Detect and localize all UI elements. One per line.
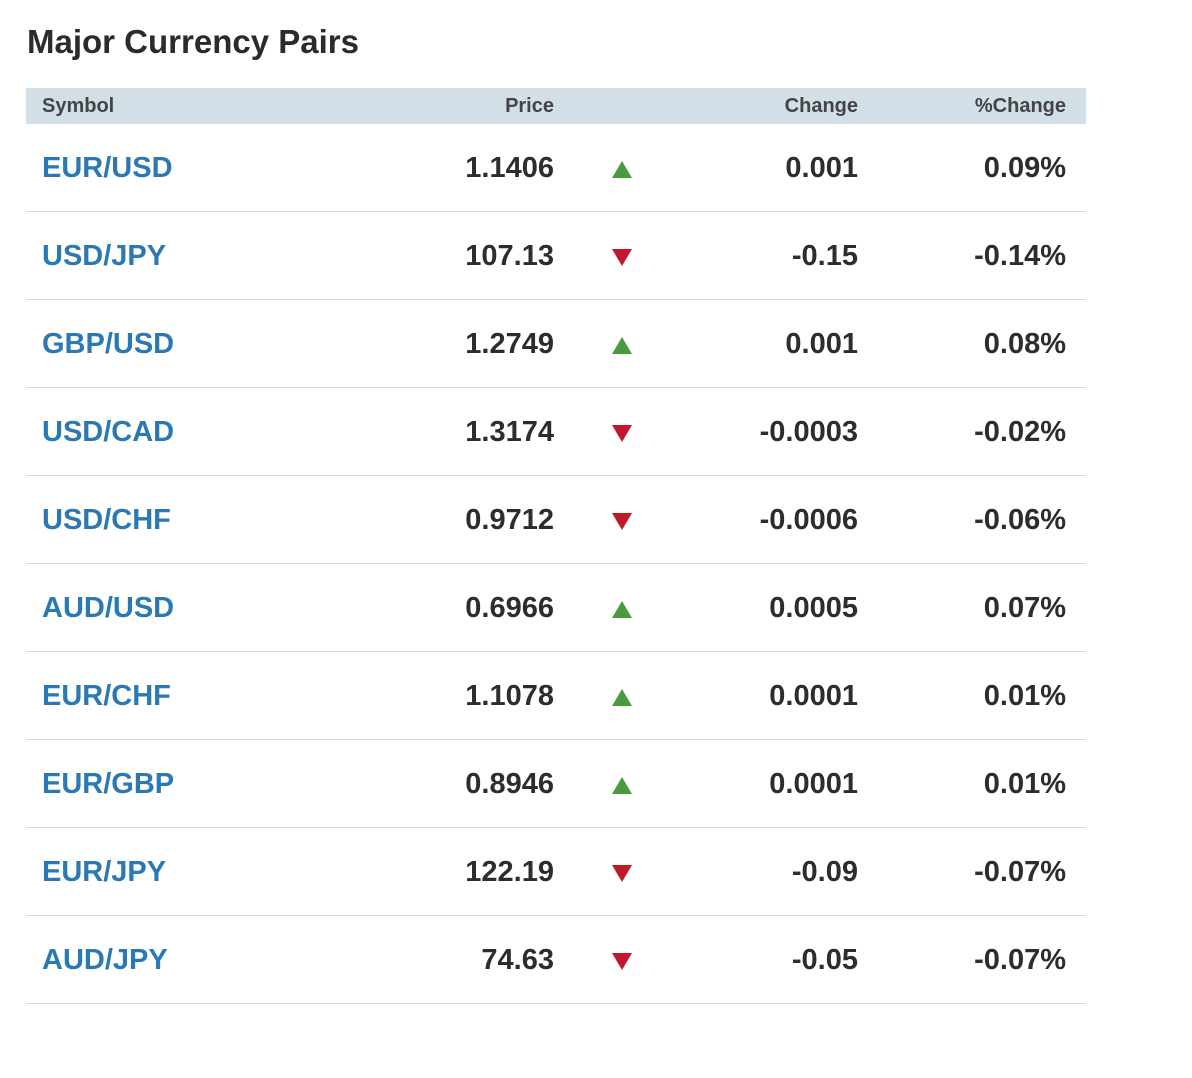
- table-row: USD/CAD 1.3174 -0.0003 -0.02%: [26, 388, 1086, 476]
- symbol-link[interactable]: USD/CAD: [42, 416, 175, 448]
- change-value: 0.0005: [769, 592, 858, 624]
- table-row: AUD/JPY 74.63 -0.05 -0.07%: [26, 916, 1086, 1004]
- pct-change-value: -0.02%: [974, 416, 1066, 448]
- symbol-link[interactable]: AUD/JPY: [42, 944, 168, 976]
- symbol-link[interactable]: GBP/USD: [42, 328, 175, 360]
- triangle-down-icon: [612, 512, 632, 530]
- pct-change-value: -0.07%: [974, 944, 1066, 976]
- column-header-symbol[interactable]: Symbol: [42, 95, 115, 117]
- change-value: -0.05: [791, 944, 858, 976]
- price-value: 1.1078: [465, 680, 554, 712]
- symbol-link[interactable]: EUR/JPY: [42, 856, 167, 888]
- change-value: 0.0001: [769, 680, 858, 712]
- price-value: 0.9712: [465, 504, 554, 536]
- triangle-up-icon: [612, 336, 632, 354]
- page-title: Major Currency Pairs: [27, 23, 359, 60]
- price-value: 107.13: [465, 240, 554, 272]
- column-header-change[interactable]: Change: [784, 95, 858, 117]
- price-value: 0.6966: [465, 592, 554, 624]
- change-value: -0.0003: [759, 416, 858, 448]
- change-value: -0.09: [791, 856, 858, 888]
- currency-pairs-table: Symbol Price Change %Change EUR/USD 1.14…: [26, 88, 1086, 1004]
- change-value: -0.15: [791, 240, 858, 272]
- pct-change-value: -0.07%: [974, 856, 1066, 888]
- table-row: USD/JPY 107.13 -0.15 -0.14%: [26, 212, 1086, 300]
- triangle-down-icon: [612, 424, 632, 442]
- triangle-down-icon: [612, 248, 632, 266]
- table-row: EUR/JPY 122.19 -0.09 -0.07%: [26, 828, 1086, 916]
- change-value: 0.001: [785, 328, 858, 360]
- column-header-pct-change[interactable]: %Change: [974, 95, 1066, 117]
- change-value: 0.001: [785, 152, 858, 184]
- column-header-price[interactable]: Price: [505, 95, 554, 117]
- change-value: 0.0001: [769, 768, 858, 800]
- pct-change-value: 0.08%: [983, 328, 1066, 360]
- change-value: -0.0006: [759, 504, 858, 536]
- pct-change-value: -0.14%: [974, 240, 1066, 272]
- price-value: 122.19: [465, 856, 554, 888]
- table-row: EUR/USD 1.1406 0.001 0.09%: [26, 124, 1086, 212]
- triangle-up-icon: [612, 600, 632, 618]
- triangle-down-icon: [612, 952, 632, 970]
- symbol-link[interactable]: USD/CHF: [42, 504, 171, 536]
- symbol-link[interactable]: EUR/CHF: [42, 680, 171, 712]
- price-value: 1.3174: [465, 416, 554, 448]
- symbol-link[interactable]: AUD/USD: [42, 592, 175, 624]
- table-header: Symbol Price Change %Change: [26, 88, 1086, 124]
- symbol-link[interactable]: EUR/USD: [42, 152, 173, 184]
- price-value: 1.1406: [465, 152, 554, 184]
- table-row: AUD/USD 0.6966 0.0005 0.07%: [26, 564, 1086, 652]
- table-row: EUR/CHF 1.1078 0.0001 0.01%: [26, 652, 1086, 740]
- pct-change-value: 0.07%: [983, 592, 1066, 624]
- price-value: 74.63: [481, 944, 554, 976]
- table-row: GBP/USD 1.2749 0.001 0.08%: [26, 300, 1086, 388]
- triangle-up-icon: [612, 776, 632, 794]
- table-row: EUR/GBP 0.8946 0.0001 0.01%: [26, 740, 1086, 828]
- pct-change-value: 0.09%: [983, 152, 1066, 184]
- symbol-link[interactable]: USD/JPY: [42, 240, 167, 272]
- pct-change-value: 0.01%: [983, 768, 1066, 800]
- pct-change-value: 0.01%: [983, 680, 1066, 712]
- price-value: 1.2749: [465, 328, 554, 360]
- symbol-link[interactable]: EUR/GBP: [42, 768, 175, 800]
- triangle-down-icon: [612, 864, 632, 882]
- triangle-up-icon: [612, 688, 632, 706]
- price-value: 0.8946: [465, 768, 554, 800]
- table-row: USD/CHF 0.9712 -0.0006 -0.06%: [26, 476, 1086, 564]
- pct-change-value: -0.06%: [974, 504, 1066, 536]
- triangle-up-icon: [612, 160, 632, 178]
